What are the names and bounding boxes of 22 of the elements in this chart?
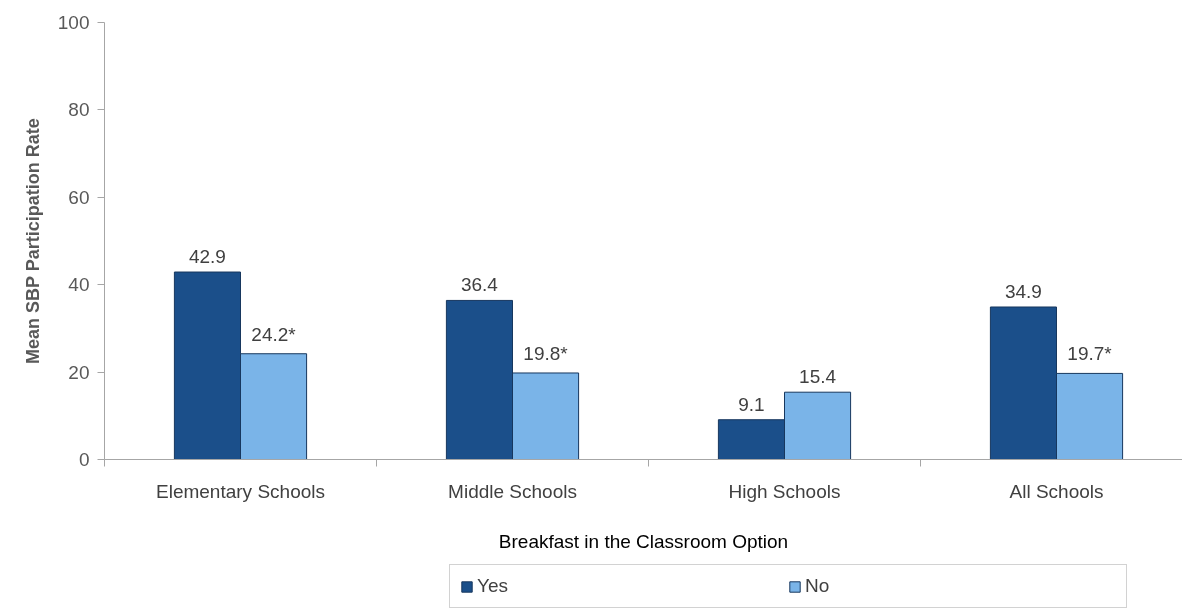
data-label: 36.4 bbox=[460, 274, 499, 296]
legend-label: Yes bbox=[477, 575, 509, 597]
x-tick-label: Middle Schools bbox=[448, 480, 577, 502]
data-label: 19.8* bbox=[523, 342, 569, 364]
x-tick-label: All Schools bbox=[1009, 480, 1104, 502]
data-label: 24.2* bbox=[251, 323, 297, 345]
x-tick-label: Elementary Schools bbox=[156, 480, 325, 502]
y-axis-title: Mean SBP Participation Rate bbox=[22, 118, 43, 365]
y-tick-label: 60 bbox=[68, 186, 90, 208]
y-tick-label: 20 bbox=[68, 361, 90, 383]
x-axis-title: Breakfast in the Classroom Option bbox=[498, 530, 789, 552]
data-label: 15.4 bbox=[799, 366, 837, 388]
legend-label: No bbox=[805, 575, 831, 597]
data-label: 9.1 bbox=[738, 393, 765, 415]
y-tick-label: 100 bbox=[57, 12, 90, 33]
x-tick-label: High Schools bbox=[728, 480, 841, 502]
data-label: 19.7* bbox=[1067, 343, 1113, 365]
y-tick-label: 40 bbox=[68, 274, 90, 296]
y-tick-label: 0 bbox=[78, 449, 90, 470]
y-tick-label: 80 bbox=[68, 99, 90, 121]
data-label: 34.9 bbox=[1004, 280, 1042, 302]
data-label: 42.9 bbox=[188, 246, 226, 268]
